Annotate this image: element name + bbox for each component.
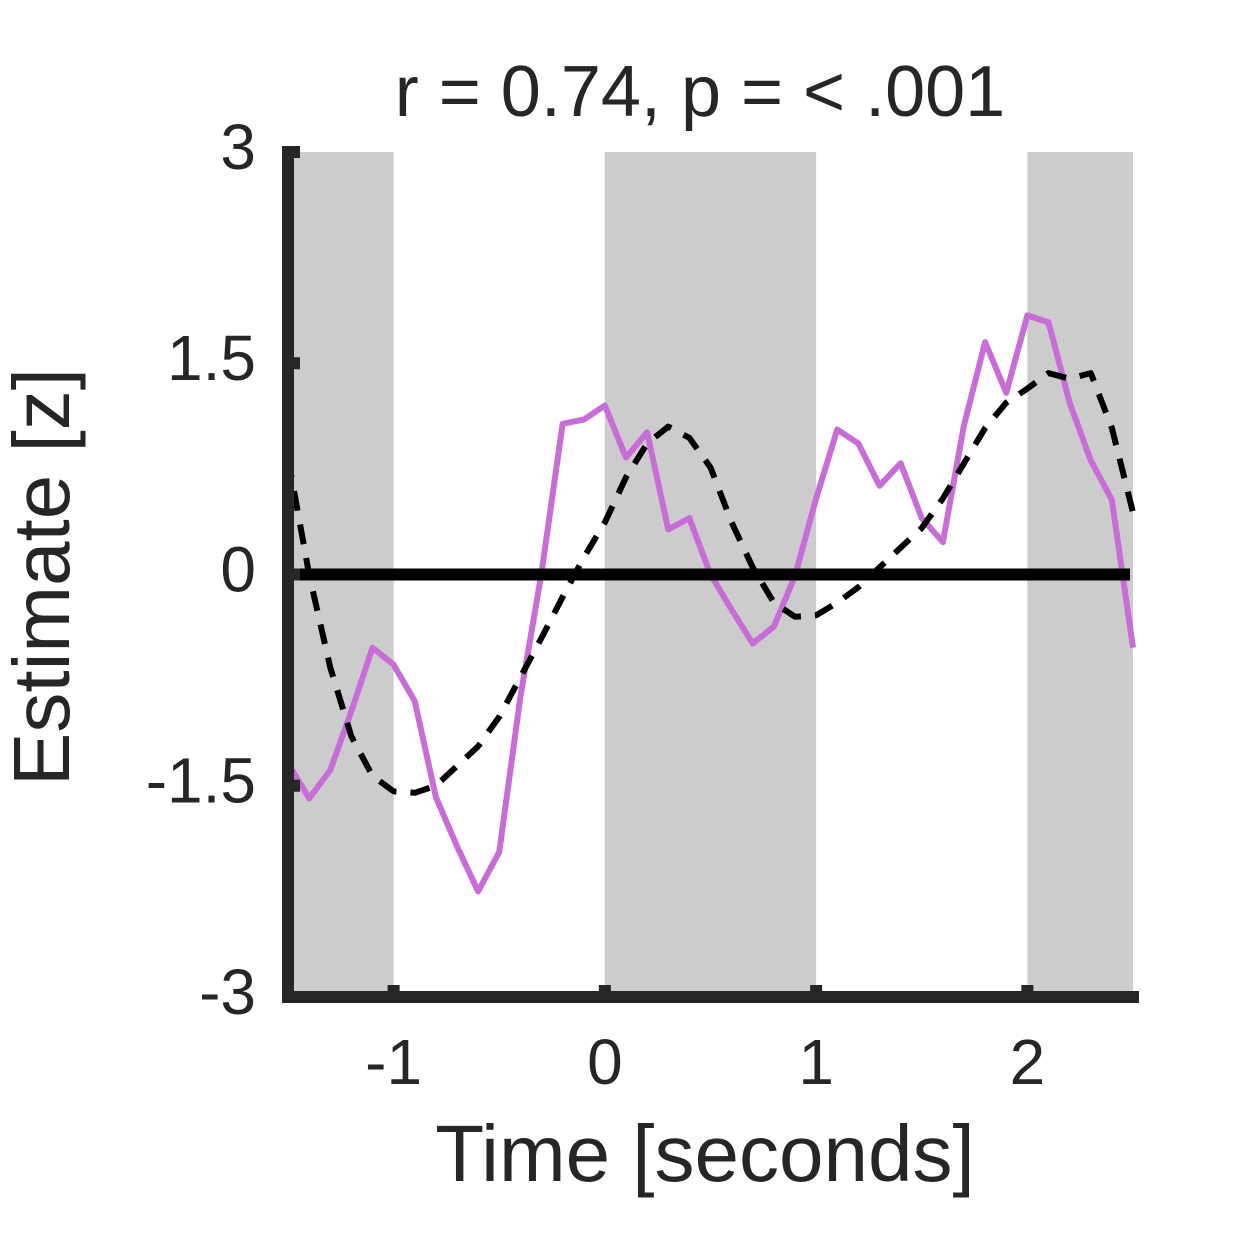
y-tick-label: 1.5 — [167, 322, 256, 394]
y-tick-label: -1.5 — [146, 745, 256, 817]
x-axis-label: Time [seconds] — [435, 1109, 974, 1198]
y-tick-label: 0 — [220, 533, 256, 605]
x-tick-label: 0 — [587, 1026, 623, 1098]
data-line — [285, 370, 1136, 796]
x-tick-label: 1 — [798, 1026, 834, 1098]
x-tick-label: 2 — [1010, 1026, 1046, 1098]
y-tick-label: 3 — [220, 111, 256, 183]
chart-title: r = 0.74, p = < .001 — [395, 52, 1005, 132]
x-tick-label: -1 — [365, 1026, 422, 1098]
y-axis-label: Estimate [z] — [0, 368, 86, 786]
y-tick-label: -3 — [199, 956, 256, 1028]
